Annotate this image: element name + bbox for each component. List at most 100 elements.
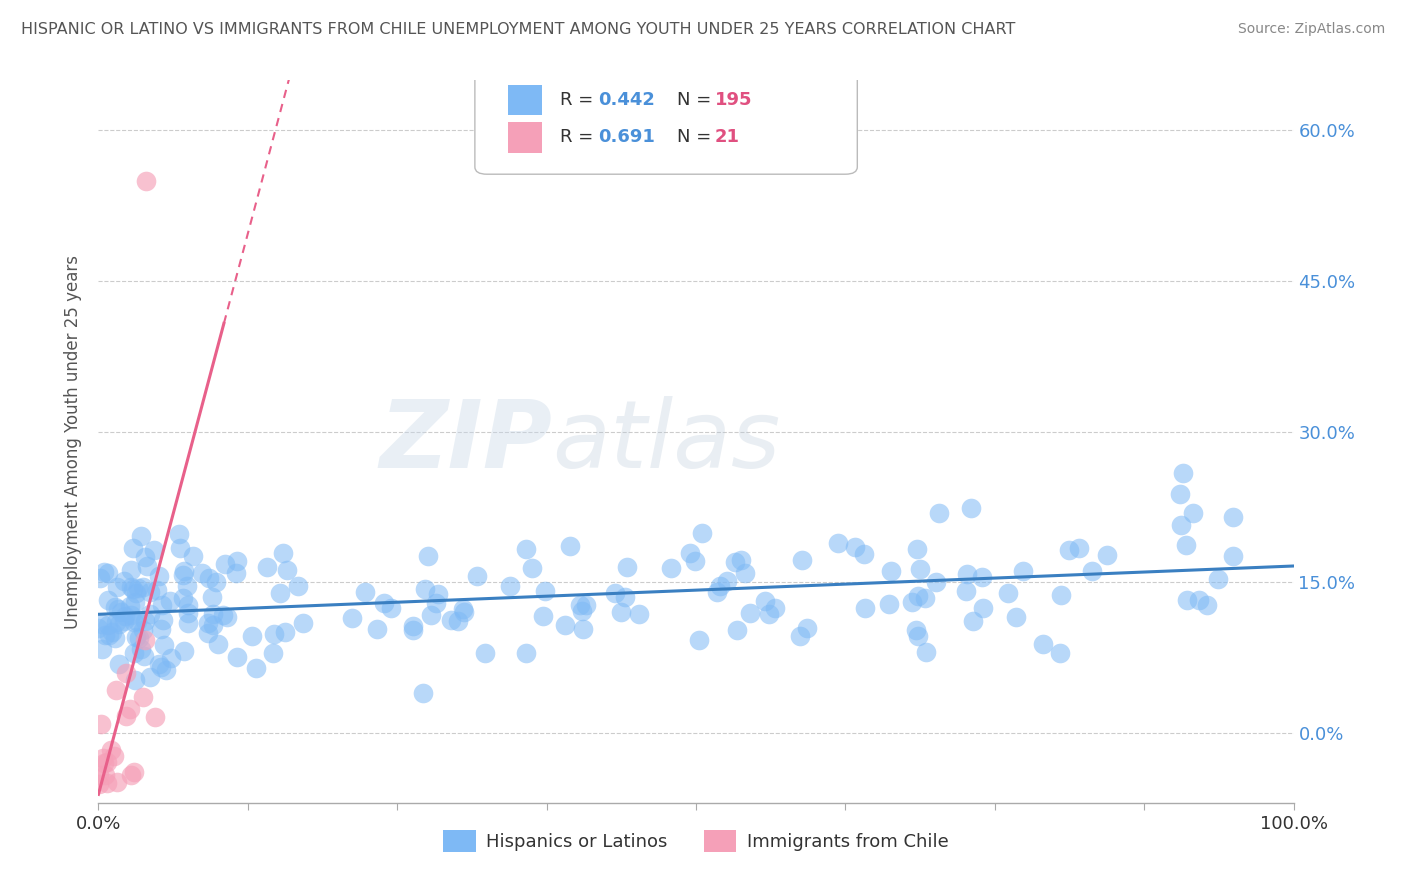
Point <box>169 541 191 556</box>
Point <box>420 608 443 623</box>
Point <box>91 642 114 657</box>
Point <box>734 566 756 581</box>
Point <box>554 618 576 632</box>
Point <box>120 580 142 594</box>
Point <box>225 649 247 664</box>
Point <box>205 574 228 589</box>
Point <box>242 629 264 643</box>
Point <box>531 609 554 624</box>
Point <box>269 586 291 600</box>
Point <box>118 599 141 613</box>
Point <box>108 617 131 632</box>
Point <box>105 615 128 630</box>
Point <box>120 607 142 622</box>
Point <box>134 549 156 564</box>
Point <box>173 644 195 658</box>
Point <box>108 657 131 672</box>
Point <box>354 584 377 599</box>
Point <box>100 743 122 757</box>
Point <box>173 564 195 578</box>
Point <box>738 607 761 621</box>
Point <box>146 583 169 598</box>
Point <box>115 709 138 723</box>
Point <box>1170 517 1192 532</box>
Point <box>659 560 682 574</box>
Point <box>402 623 425 637</box>
Point <box>754 594 776 608</box>
Point <box>499 579 522 593</box>
Point <box>172 591 194 605</box>
Point <box>725 623 748 637</box>
Point <box>616 560 638 574</box>
Point <box>614 590 637 604</box>
Point <box>143 710 166 724</box>
Point <box>907 629 929 643</box>
Point <box>287 579 309 593</box>
Point <box>413 582 436 596</box>
Point <box>191 566 214 580</box>
Point <box>201 607 224 621</box>
Point <box>122 647 145 661</box>
Point <box>1222 509 1244 524</box>
Point <box>1206 572 1229 586</box>
Point <box>94 628 117 642</box>
Point <box>972 570 994 584</box>
Point <box>97 617 120 632</box>
Text: atlas: atlas <box>553 396 780 487</box>
Point <box>172 568 194 582</box>
Point <box>93 565 115 579</box>
Point <box>1170 486 1192 500</box>
Point <box>148 657 170 672</box>
Point <box>177 616 200 631</box>
Point <box>122 615 145 629</box>
Point <box>1195 599 1218 613</box>
Point <box>1174 538 1197 552</box>
Point <box>679 546 702 560</box>
Point <box>292 616 315 631</box>
Point <box>214 557 236 571</box>
Point <box>416 549 439 564</box>
Point <box>90 617 112 632</box>
Point <box>101 625 124 640</box>
Point <box>107 602 129 616</box>
Point <box>905 541 928 556</box>
Point <box>915 645 938 659</box>
Point <box>880 564 903 578</box>
Point <box>723 555 745 569</box>
Point <box>796 621 818 635</box>
Point <box>972 601 994 615</box>
Point <box>139 670 162 684</box>
Point <box>114 608 136 623</box>
Point <box>128 632 150 646</box>
Point <box>153 638 176 652</box>
Point <box>1005 610 1028 624</box>
Text: R =: R = <box>560 128 599 146</box>
Point <box>763 601 786 615</box>
Point <box>515 542 537 557</box>
Point <box>152 613 174 627</box>
Point <box>877 597 900 611</box>
Point <box>87 777 110 791</box>
Point <box>853 601 876 615</box>
Point <box>1012 564 1035 578</box>
Point <box>256 560 278 574</box>
Point <box>928 506 950 520</box>
Point <box>96 776 118 790</box>
Point <box>447 614 470 628</box>
Point <box>134 614 156 628</box>
Point <box>522 561 544 575</box>
Legend: Hispanics or Latinos, Immigrants from Chile: Hispanics or Latinos, Immigrants from Ch… <box>436 822 956 859</box>
Point <box>149 660 172 674</box>
Point <box>125 586 148 600</box>
Point <box>125 615 148 629</box>
Point <box>955 583 977 598</box>
Point <box>97 566 120 581</box>
Point <box>1182 506 1205 520</box>
Point <box>105 683 128 698</box>
Point <box>914 591 936 605</box>
Point <box>148 569 170 583</box>
Point <box>160 651 183 665</box>
Point <box>212 608 235 623</box>
Point <box>139 607 162 622</box>
Point <box>465 568 488 582</box>
